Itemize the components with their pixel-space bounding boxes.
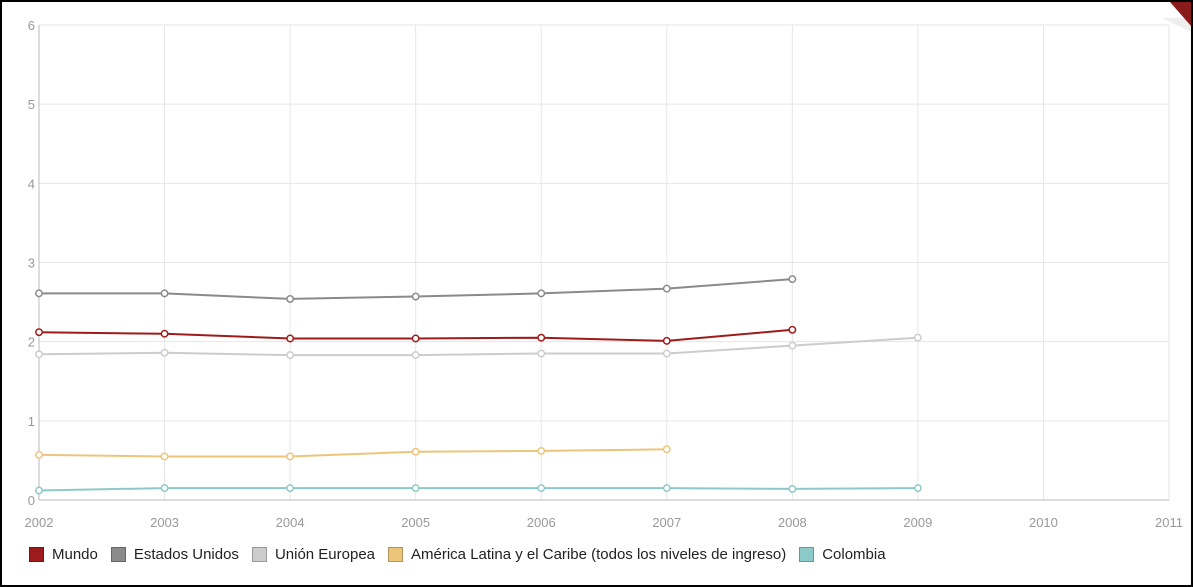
x-tick-label: 2007 (652, 515, 681, 530)
data-point[interactable] (662, 336, 671, 345)
data-point[interactable] (286, 351, 295, 360)
x-tick-label: 2006 (527, 515, 556, 530)
data-point[interactable] (662, 349, 671, 358)
legend-label: Unión Europea (274, 546, 376, 563)
legend-item[interactable]: Mundo (29, 546, 98, 563)
x-tick-label: 2002 (25, 515, 54, 530)
legend-label: Mundo (52, 546, 98, 563)
data-point[interactable] (286, 294, 295, 303)
legend-label: Colombia (822, 546, 886, 563)
legend-item[interactable]: Estados Unidos (110, 546, 239, 563)
x-tick-label: 2008 (778, 515, 807, 530)
legend-swatch (799, 547, 815, 562)
data-point[interactable] (537, 484, 546, 493)
data-point[interactable] (537, 446, 546, 455)
data-point[interactable] (537, 333, 546, 342)
data-point[interactable] (160, 348, 169, 357)
x-tick-label: 2010 (1029, 515, 1058, 530)
data-point[interactable] (537, 349, 546, 358)
data-point[interactable] (788, 484, 797, 493)
y-tick-label: 4 (28, 176, 35, 191)
data-point[interactable] (286, 484, 295, 493)
data-point[interactable] (160, 329, 169, 338)
data-point[interactable] (286, 452, 295, 461)
legend-item[interactable]: Unión Europea (251, 546, 376, 563)
data-point[interactable] (913, 333, 922, 342)
y-tick-label: 1 (28, 414, 35, 429)
legend-swatch (29, 547, 44, 562)
series-line (38, 336, 918, 357)
data-point[interactable] (662, 284, 671, 293)
series-4 (35, 484, 922, 495)
data-point[interactable] (35, 486, 43, 495)
corner-flag-icon (1162, 2, 1191, 32)
data-point[interactable] (160, 484, 169, 493)
series-2 (35, 333, 922, 360)
data-point[interactable] (411, 334, 420, 343)
data-point[interactable] (411, 351, 420, 360)
legend-swatch (251, 547, 267, 562)
series-line (38, 448, 667, 458)
axes: 0 1 2 3 4 5 6 2002 2003 2004 2005 2006 2007 2008 2009 2… (25, 18, 1183, 530)
y-tick-label: 0 (28, 493, 35, 508)
grid (38, 24, 1170, 501)
x-tick-label: 2005 (401, 515, 430, 530)
data-point[interactable] (411, 484, 420, 493)
data-point[interactable] (788, 275, 797, 284)
data-point[interactable] (411, 292, 420, 301)
data-point[interactable] (662, 484, 671, 493)
series-0 (35, 325, 797, 345)
x-tick-label: 2003 (150, 515, 179, 530)
legend: Mundo Estados Unidos Unión Europea América … (29, 546, 899, 563)
legend-item[interactable]: América Latina y el Caribe (todos los ni… (388, 546, 786, 563)
legend-swatch (110, 547, 126, 562)
data-point[interactable] (411, 447, 420, 456)
data-point[interactable] (35, 450, 43, 459)
legend-label: América Latina y el Caribe (todos los ni… (411, 546, 787, 563)
data-point[interactable] (35, 350, 43, 359)
data-point[interactable] (160, 289, 169, 298)
data-point[interactable] (788, 325, 797, 334)
legend-swatch (388, 547, 404, 562)
y-tick-label: 2 (28, 335, 35, 350)
series-3 (35, 445, 671, 461)
legend-label: Estados Unidos (133, 546, 239, 563)
series-line (38, 487, 918, 492)
data-point[interactable] (662, 445, 671, 454)
data-point[interactable] (35, 289, 43, 298)
data-point[interactable] (286, 334, 295, 343)
y-tick-label: 6 (28, 18, 35, 33)
data-point[interactable] (537, 289, 546, 298)
data-point[interactable] (160, 452, 169, 461)
y-tick-label: 3 (28, 256, 35, 271)
x-tick-label: 2009 (903, 515, 932, 530)
x-tick-label: 2004 (276, 515, 305, 530)
data-point[interactable] (788, 341, 797, 350)
data-point[interactable] (913, 484, 922, 493)
data-point[interactable] (35, 328, 43, 337)
series-group (35, 275, 922, 495)
legend-item[interactable]: Colombia (799, 546, 886, 563)
x-tick-label: 2011 (1155, 515, 1183, 530)
series-1 (35, 275, 797, 303)
y-tick-label: 5 (28, 97, 35, 112)
